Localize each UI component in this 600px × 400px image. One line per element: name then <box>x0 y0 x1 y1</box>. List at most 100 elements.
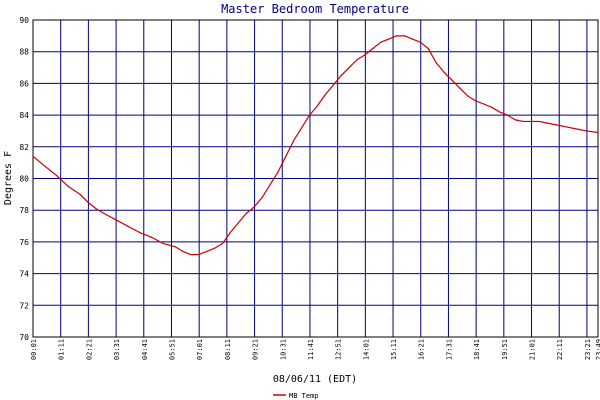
data-point <box>261 196 263 199</box>
data-point <box>467 95 469 97</box>
data-point <box>597 131 599 134</box>
y-tick-label: 74 <box>19 270 29 279</box>
data-point <box>162 242 164 245</box>
data-point <box>562 125 564 127</box>
x-tick-label: 23:21 <box>584 339 592 360</box>
data-point <box>301 127 303 129</box>
y-tick-label: 88 <box>19 48 29 57</box>
legend-label: MB Temp <box>289 392 319 400</box>
data-point <box>546 122 548 124</box>
data-point <box>221 242 224 245</box>
data-point <box>554 124 556 126</box>
data-point <box>411 38 414 40</box>
data-point <box>530 120 532 123</box>
data-point <box>348 66 350 69</box>
grid-lines <box>32 19 599 338</box>
data-point <box>514 119 516 121</box>
y-axis-ticks: 70 72 74 76 78 80 82 84 86 88 90 <box>19 16 29 342</box>
data-point <box>475 100 477 102</box>
y-tick-label: 84 <box>19 111 29 120</box>
data-point <box>32 155 34 157</box>
data-point <box>150 236 152 238</box>
data-point <box>451 79 453 81</box>
data-point <box>308 114 311 116</box>
x-tick-label: 10:31 <box>279 339 287 360</box>
data-point <box>403 35 406 37</box>
data-point <box>269 184 271 186</box>
data-point <box>570 127 572 129</box>
data-point <box>43 165 46 167</box>
x-tick-label: 11:41 <box>307 339 315 360</box>
y-tick-label: 82 <box>19 143 29 152</box>
data-point <box>419 41 421 43</box>
x-tick-label: 17:31 <box>445 339 453 360</box>
data-point <box>435 62 437 64</box>
x-tick-label: 00:01 <box>30 339 38 360</box>
data-point <box>388 38 390 40</box>
legend: MB Temp <box>273 392 319 400</box>
x-tick-label: 02:21 <box>85 339 93 360</box>
y-tick-label: 90 <box>19 16 29 25</box>
data-point <box>490 106 493 108</box>
data-point <box>578 128 580 130</box>
x-tick-label: 16:21 <box>418 339 426 360</box>
data-point <box>198 253 200 256</box>
data-point <box>459 87 461 89</box>
data-point <box>396 35 398 37</box>
data-point <box>483 103 485 105</box>
data-point <box>103 212 105 214</box>
data-point <box>245 212 247 214</box>
x-tick-label: 14:01 <box>362 339 370 360</box>
y-tick-label: 86 <box>19 79 29 88</box>
data-point <box>538 120 540 123</box>
data-point <box>522 120 524 123</box>
x-tick-label: 09:21 <box>252 339 260 360</box>
x-tick-label: 21:01 <box>529 339 537 360</box>
y-tick-label: 80 <box>19 175 29 184</box>
data-point <box>316 104 319 107</box>
x-tick-label: 08:11 <box>224 339 232 360</box>
data-point <box>55 174 57 176</box>
data-point <box>229 231 232 233</box>
y-tick-label: 78 <box>19 206 29 215</box>
x-tick-label: 05:51 <box>168 339 176 360</box>
data-point <box>115 219 117 221</box>
data-point <box>364 54 366 56</box>
data-point <box>79 193 81 195</box>
y-tick-label: 70 <box>19 333 29 342</box>
x-tick-label: 12:51 <box>335 339 343 360</box>
x-tick-label: 01:11 <box>58 339 66 360</box>
chart-title: Master Bedroom Temperature <box>221 2 409 16</box>
data-point <box>293 139 295 142</box>
x-tick-label: 18:41 <box>473 339 481 360</box>
data-point <box>67 185 69 188</box>
x-tick-label: 22:11 <box>556 339 564 360</box>
data-point <box>380 41 382 43</box>
y-axis-label: Degrees F <box>3 151 14 205</box>
data-point <box>206 250 208 253</box>
data-point <box>356 59 358 61</box>
data-point <box>324 93 326 96</box>
x-tick-label: 19:51 <box>501 339 509 360</box>
data-point <box>182 250 184 253</box>
x-axis-ticks: 00:01 01:11 02:21 03:31 04:41 05:51 07:01 08:11… <box>30 339 600 360</box>
data-point <box>174 246 176 248</box>
data-point <box>372 47 374 50</box>
data-point <box>340 74 342 77</box>
data-point <box>253 206 255 208</box>
y-tick-label: 72 <box>19 301 29 310</box>
data-point <box>214 247 216 249</box>
data-point <box>506 114 508 116</box>
x-tick-label: 23:49 <box>595 339 600 360</box>
x-tick-label: 04:41 <box>141 339 149 360</box>
data-point <box>277 171 279 173</box>
data-point <box>332 84 334 86</box>
x-tick-label: 15:11 <box>390 339 398 360</box>
data-point <box>585 130 588 132</box>
data-point <box>95 208 97 210</box>
data-point <box>126 225 129 227</box>
data-point <box>498 111 501 113</box>
series-layer <box>32 35 599 256</box>
y-tick-label: 76 <box>19 238 29 247</box>
